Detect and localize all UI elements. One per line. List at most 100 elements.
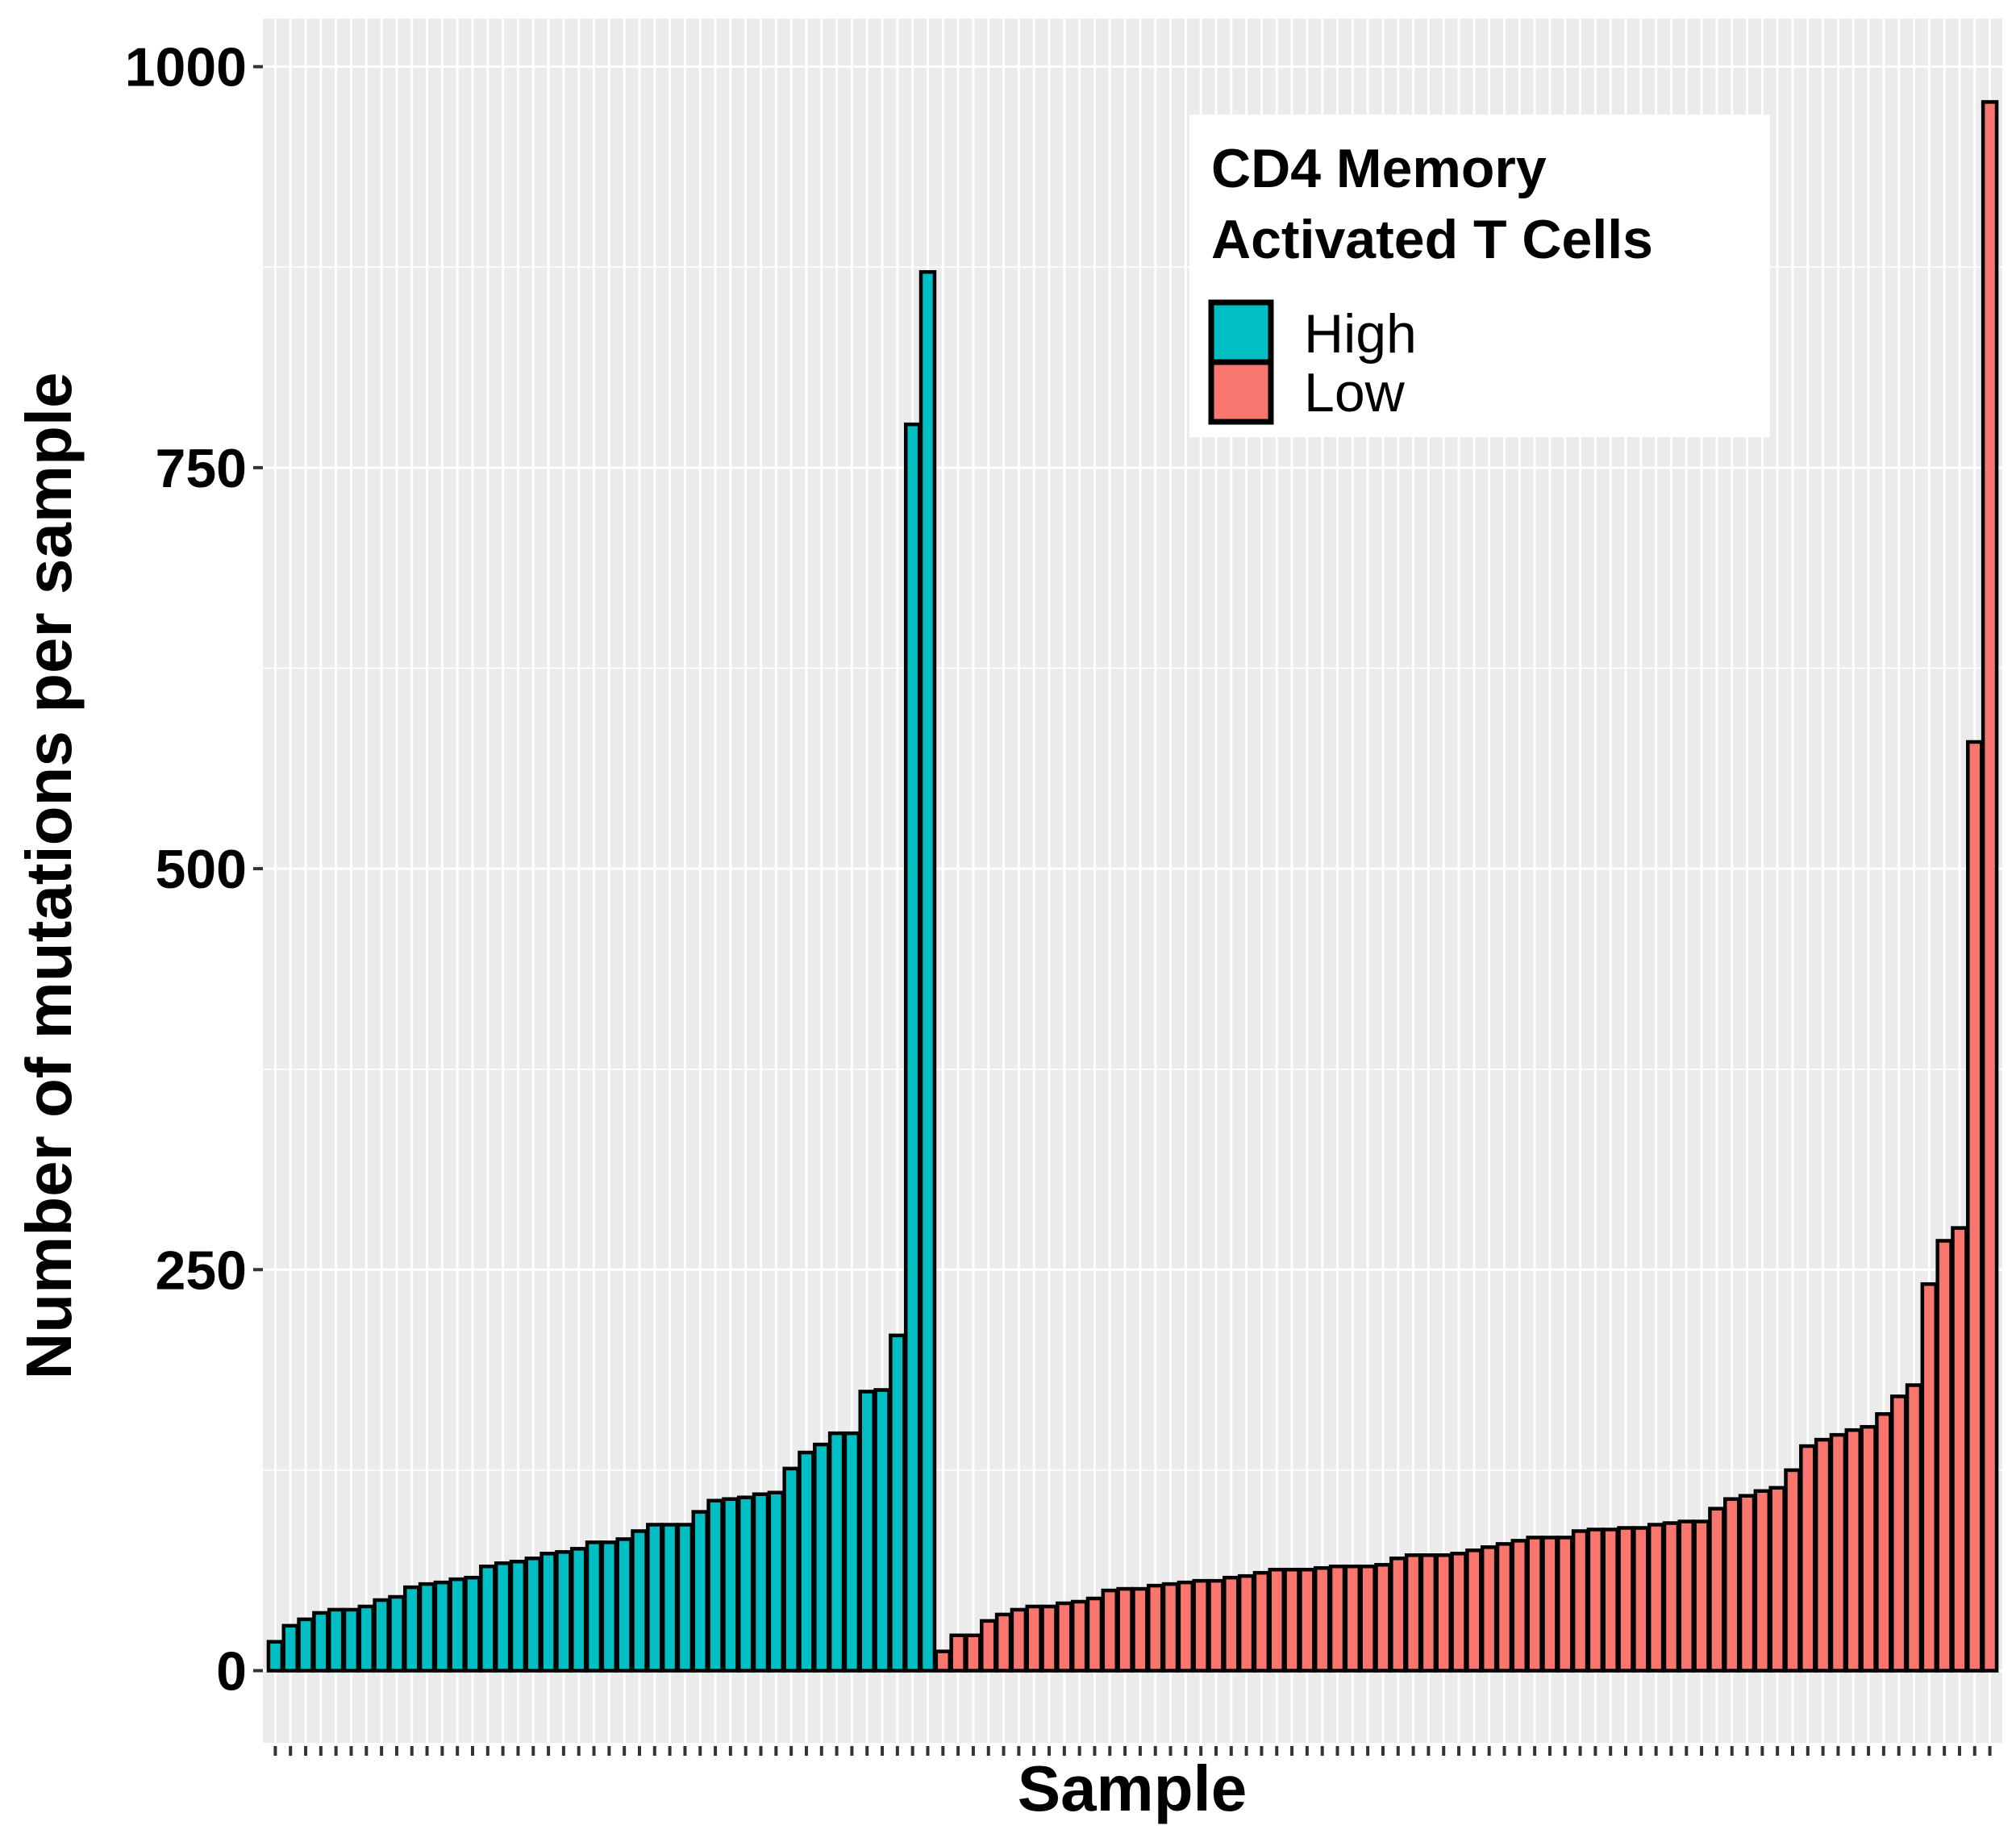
bar-low-14 (1131, 1586, 1149, 1673)
legend-swatch-high (1208, 299, 1274, 365)
bar-high-22 (585, 1540, 603, 1673)
bar-low-45 (1602, 1527, 1619, 1673)
bar-low-60 (1829, 1432, 1847, 1673)
bar-low-34 (1435, 1553, 1452, 1673)
bar-low-1 (934, 1649, 952, 1673)
bar-high-8 (373, 1598, 390, 1673)
bar-low-6 (1010, 1607, 1028, 1673)
bar-low-64 (1889, 1394, 1908, 1673)
bar-low-25 (1298, 1567, 1316, 1673)
bar-low-55 (1753, 1489, 1772, 1673)
legend-title-line-1: CD4 Memory (1211, 138, 1547, 199)
bar-low-40 (1526, 1536, 1543, 1673)
bar-low-68 (1951, 1226, 1968, 1673)
bar-high-21 (570, 1547, 588, 1673)
bar-low-26 (1313, 1565, 1331, 1673)
bar-low-37 (1480, 1545, 1498, 1673)
bar-high-32 (736, 1495, 755, 1673)
bar-low-5 (994, 1612, 1013, 1673)
bar-high-2 (281, 1623, 299, 1673)
bar-high-5 (327, 1607, 345, 1673)
bar-high-10 (403, 1585, 421, 1673)
bar-low-16 (1161, 1582, 1180, 1673)
legend-label-low: Low (1304, 362, 1406, 423)
legend: CD4 Memory Activated T Cells High Low (1189, 115, 1770, 437)
bar-low-2 (949, 1633, 967, 1673)
bar-low-4 (980, 1619, 998, 1673)
bar-low-9 (1056, 1601, 1073, 1673)
y-tick-label: 1000 (125, 37, 247, 98)
bar-low-51 (1693, 1519, 1710, 1673)
bar-high-12 (433, 1580, 452, 1673)
bar-low-46 (1617, 1526, 1635, 1673)
bar-high-17 (509, 1560, 527, 1673)
bar-high-37 (813, 1442, 831, 1673)
bar-high-44 (918, 269, 937, 1673)
bar-high-7 (357, 1604, 376, 1673)
bar-low-11 (1085, 1596, 1104, 1673)
bar-low-39 (1510, 1539, 1529, 1673)
bar-low-56 (1768, 1486, 1786, 1673)
y-axis: 0 250 500 750 1000 (125, 37, 263, 1703)
bar-low-41 (1541, 1536, 1559, 1673)
bar-high-24 (615, 1537, 633, 1673)
bar-high-29 (691, 1510, 709, 1673)
bar-low-70 (1981, 100, 1999, 1673)
bar-high-35 (782, 1466, 800, 1673)
bar-high-1 (266, 1640, 285, 1673)
bar-high-33 (752, 1492, 770, 1673)
bar-low-23 (1268, 1567, 1285, 1673)
bar-high-27 (660, 1523, 679, 1673)
bar-low-32 (1404, 1553, 1422, 1673)
y-tick-label: 500 (156, 839, 247, 900)
bar-low-42 (1556, 1536, 1574, 1673)
bar-low-49 (1662, 1521, 1681, 1673)
y-tick-label: 0 (216, 1641, 247, 1703)
bar-low-27 (1328, 1564, 1347, 1673)
bar-high-28 (676, 1523, 694, 1673)
bar-low-30 (1374, 1562, 1392, 1673)
bar-low-17 (1177, 1580, 1195, 1673)
bar-low-53 (1723, 1497, 1741, 1673)
bar-high-14 (464, 1575, 481, 1673)
bar-low-8 (1040, 1604, 1058, 1673)
bar-high-9 (388, 1594, 406, 1673)
bar-high-36 (798, 1450, 815, 1673)
bar-low-58 (1799, 1444, 1817, 1673)
bar-high-4 (312, 1611, 330, 1673)
bar-low-21 (1237, 1573, 1256, 1673)
bar-low-3 (964, 1633, 982, 1673)
bar-high-40 (858, 1390, 876, 1673)
bar-low-36 (1465, 1548, 1483, 1673)
bar-low-65 (1905, 1383, 1923, 1673)
bar-low-61 (1844, 1427, 1862, 1673)
bar-low-15 (1147, 1583, 1164, 1673)
bar-low-57 (1784, 1468, 1801, 1673)
bar-high-41 (873, 1388, 891, 1673)
bars (266, 100, 1999, 1673)
bar-low-33 (1419, 1553, 1438, 1673)
bar-low-44 (1586, 1527, 1605, 1673)
bar-high-23 (600, 1540, 619, 1673)
y-tick-label: 750 (156, 438, 247, 499)
bar-low-50 (1677, 1519, 1695, 1673)
bar-low-69 (1966, 740, 1984, 1673)
y-tick-label: 250 (156, 1240, 247, 1301)
legend-label-high: High (1304, 303, 1417, 365)
legend-swatch-low (1208, 359, 1274, 425)
bar-high-20 (555, 1550, 573, 1673)
bar-low-63 (1875, 1412, 1893, 1673)
bar-high-18 (524, 1557, 542, 1673)
bar-low-13 (1116, 1586, 1134, 1673)
bar-high-6 (342, 1607, 360, 1673)
bar-low-20 (1223, 1575, 1240, 1673)
bar-low-29 (1359, 1564, 1377, 1673)
bar-high-43 (903, 422, 922, 1673)
bar-low-54 (1738, 1494, 1756, 1673)
bar-low-59 (1814, 1437, 1832, 1673)
bar-low-28 (1343, 1564, 1362, 1673)
bar-high-19 (539, 1552, 557, 1673)
bar-low-35 (1450, 1552, 1468, 1673)
bar-low-62 (1860, 1424, 1877, 1673)
